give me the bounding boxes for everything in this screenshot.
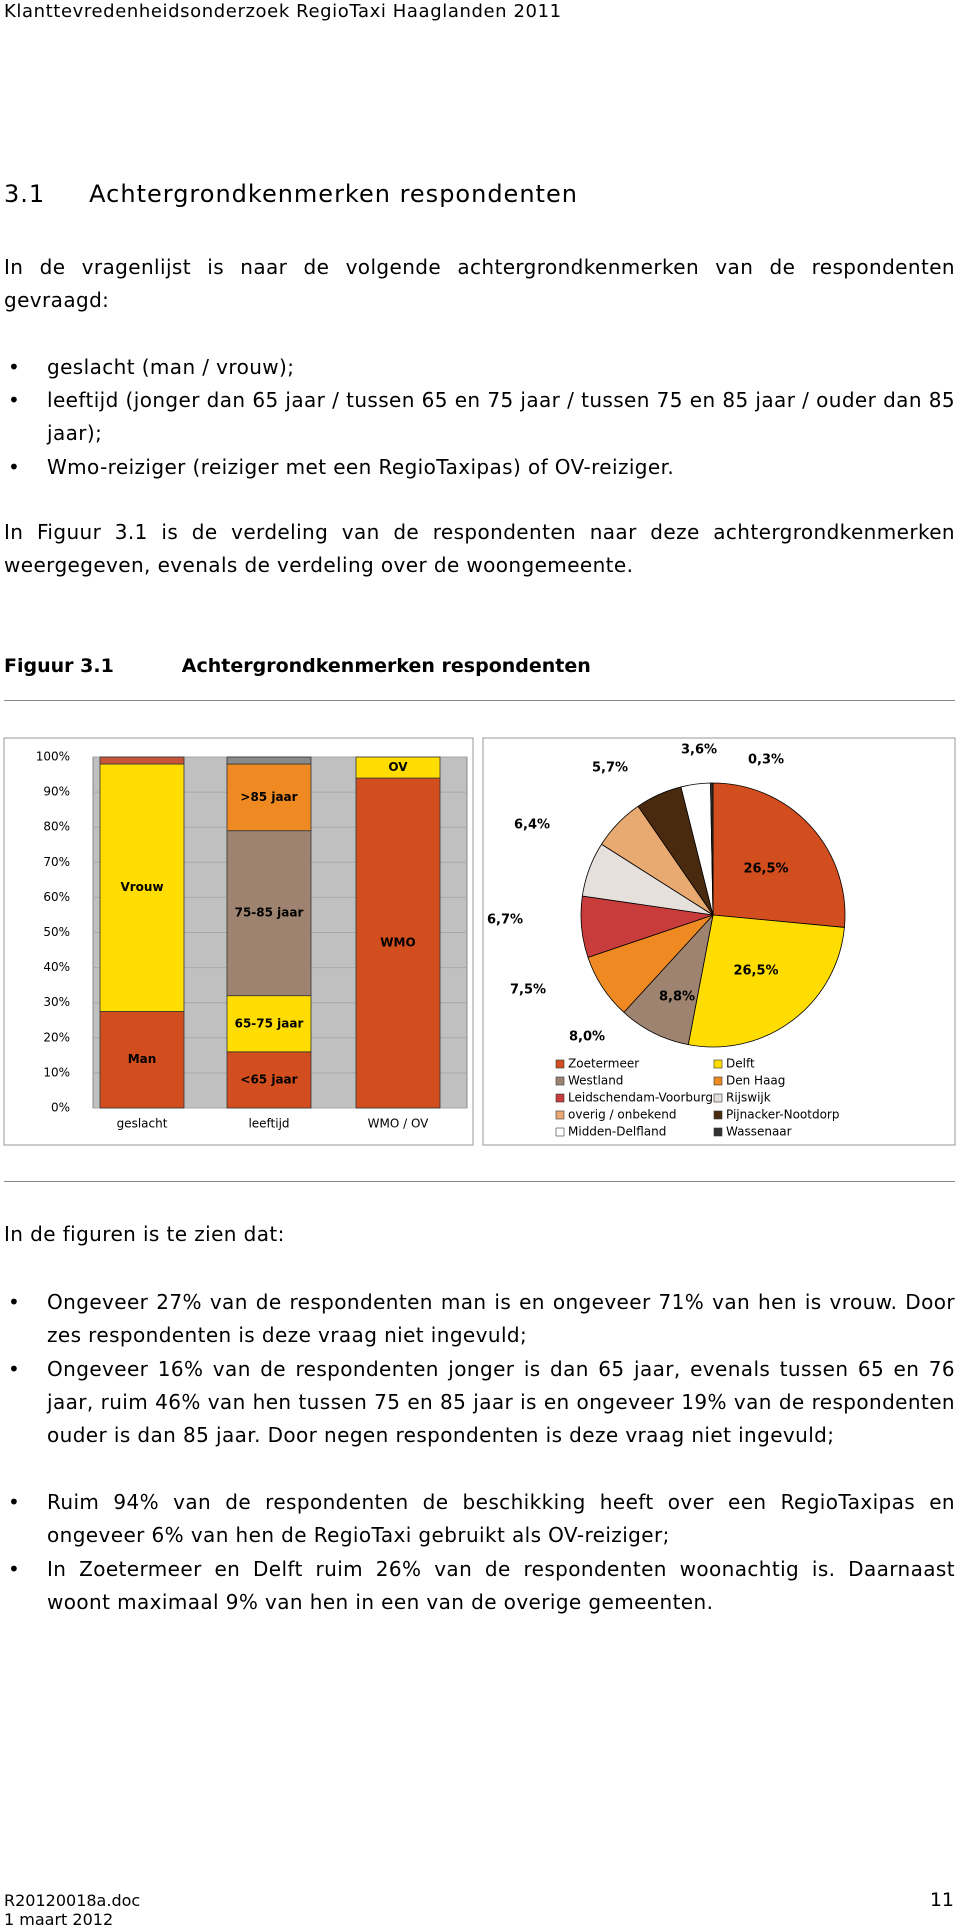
rule (4, 1181, 955, 1182)
segment-label: >85 jaar (240, 790, 297, 804)
data-label: 6,7% (487, 913, 523, 928)
y-tick-label: 10% (43, 1065, 70, 1079)
legend-swatch (713, 1093, 723, 1103)
bullet: • (8, 355, 20, 379)
bar-segment (355, 777, 441, 1109)
paragraph: In Figuur 3.1 is de verdeling van de res… (4, 520, 955, 577)
bullet: • (8, 1290, 20, 1314)
legend-swatch (713, 1127, 723, 1137)
bar-segment (226, 763, 312, 832)
segment-label: OV (388, 760, 408, 774)
pie-slice (712, 782, 846, 928)
y-tick-label: 60% (43, 890, 70, 904)
bar-segment (99, 763, 185, 1012)
data-label: 8,0% (569, 1030, 605, 1045)
chart-frame (3, 737, 474, 1146)
data-label: 5,7% (592, 761, 628, 776)
page-number: 11 (929, 1889, 954, 1911)
bullet: • (8, 1557, 20, 1581)
legend-label: Wassenaar (726, 1125, 792, 1139)
segment-label: Man (128, 1052, 157, 1066)
paragraph: In de vragenlijst is naar de volgende ac… (4, 255, 955, 312)
y-tick-label: 30% (43, 995, 70, 1009)
figure-caption: Figuur 3.1 Achtergrondkenmerken responden… (4, 650, 591, 683)
bar-segment (226, 1051, 312, 1109)
legend-swatch (555, 1059, 565, 1069)
legend-swatch (555, 1093, 565, 1103)
list-item: leeftijd (jonger dan 65 jaar / tussen 65… (47, 388, 955, 445)
segment-label: 75-85 jaar (235, 906, 304, 920)
legend-swatch (713, 1059, 723, 1069)
figure-title: Achtergrondkenmerken respondenten (181, 655, 591, 677)
list-item: Ongeveer 27% van de respondenten man is … (47, 1290, 955, 1347)
figure-label: Figuur 3.1 (4, 655, 114, 677)
y-tick-label: 50% (43, 925, 70, 939)
data-label: 26,5% (733, 964, 778, 979)
legend-swatch (555, 1127, 565, 1137)
pie-slice (687, 914, 845, 1048)
footer-doc: R20120018a.doc (4, 1891, 141, 1910)
bullet: • (8, 455, 20, 479)
header: Klanttevredenheidsonderzoek RegioTaxi Ha… (4, 1, 562, 22)
bar-segment (226, 995, 312, 1053)
bar-segment (226, 830, 312, 997)
section-heading: 3.1 Achtergrondkenmerken respondenten (4, 178, 578, 211)
list-item: geslacht (man / vrouw); (47, 355, 295, 379)
y-tick-label: 80% (43, 820, 70, 834)
data-label: 8,8% (659, 990, 695, 1005)
pie-slice (710, 782, 714, 916)
data-label: 26,5% (743, 862, 788, 877)
bullet: • (8, 1490, 20, 1514)
list-item: Ongeveer 16% van de respondenten jonger … (47, 1357, 955, 1447)
bullet: • (8, 388, 20, 412)
rule (4, 700, 955, 701)
bar-segment (99, 1011, 185, 1109)
list-item: In Zoetermeer en Delft ruim 26% van de r… (47, 1557, 955, 1614)
segment-label: Vrouw (120, 880, 163, 894)
x-tick-label: geslacht (117, 1117, 168, 1131)
y-tick-label: 20% (43, 1030, 70, 1044)
legend-label: Zoetermeer (568, 1057, 639, 1071)
bar-segment (226, 756, 312, 765)
data-label: 6,4% (514, 818, 550, 833)
legend-label: Den Haag (726, 1074, 785, 1088)
legend-label: Leidschendam-Voorburg (568, 1091, 713, 1105)
legend-label: Delft (726, 1057, 755, 1071)
list-item: Ruim 94% van de respondenten de beschikk… (47, 1490, 955, 1547)
x-tick-label: leeftijd (248, 1117, 289, 1131)
legend-swatch (555, 1110, 565, 1120)
bar-segment (99, 756, 185, 765)
y-tick-label: 70% (43, 855, 70, 869)
legend-swatch (713, 1076, 723, 1086)
legend-label: Midden-Delfland (568, 1125, 666, 1139)
legend-swatch (713, 1110, 723, 1120)
section-number: 3.1 (4, 180, 46, 208)
chart-frame (482, 737, 956, 1146)
data-label: 0,3% (748, 753, 784, 768)
segment-label: 65-75 jaar (235, 1016, 304, 1030)
y-tick-label: 0% (51, 1101, 70, 1115)
legend-swatch (555, 1076, 565, 1086)
footer-date: 1 maart 2012 (4, 1910, 114, 1929)
segment-label: <65 jaar (240, 1072, 297, 1086)
x-tick-label: WMO / OV (368, 1117, 430, 1131)
list-item: Wmo-reiziger (reiziger met een RegioTaxi… (47, 455, 675, 479)
data-label: 7,5% (510, 983, 546, 998)
bar-segment (355, 756, 441, 779)
y-tick-label: 100% (36, 750, 70, 764)
legend-label: Rijswijk (726, 1091, 771, 1105)
section-title: Achtergrondkenmerken respondenten (89, 180, 578, 208)
y-tick-label: 40% (43, 960, 70, 974)
legend-label: overig / onbekend (568, 1108, 676, 1122)
paragraph: In de figuren is te zien dat: (4, 1222, 285, 1246)
bullet: • (8, 1357, 20, 1381)
segment-label: WMO (380, 936, 415, 950)
legend-label: Pijnacker-Nootdorp (726, 1108, 839, 1122)
legend-label: Westland (568, 1074, 623, 1088)
y-tick-label: 90% (43, 785, 70, 799)
data-label: 3,6% (681, 743, 717, 758)
